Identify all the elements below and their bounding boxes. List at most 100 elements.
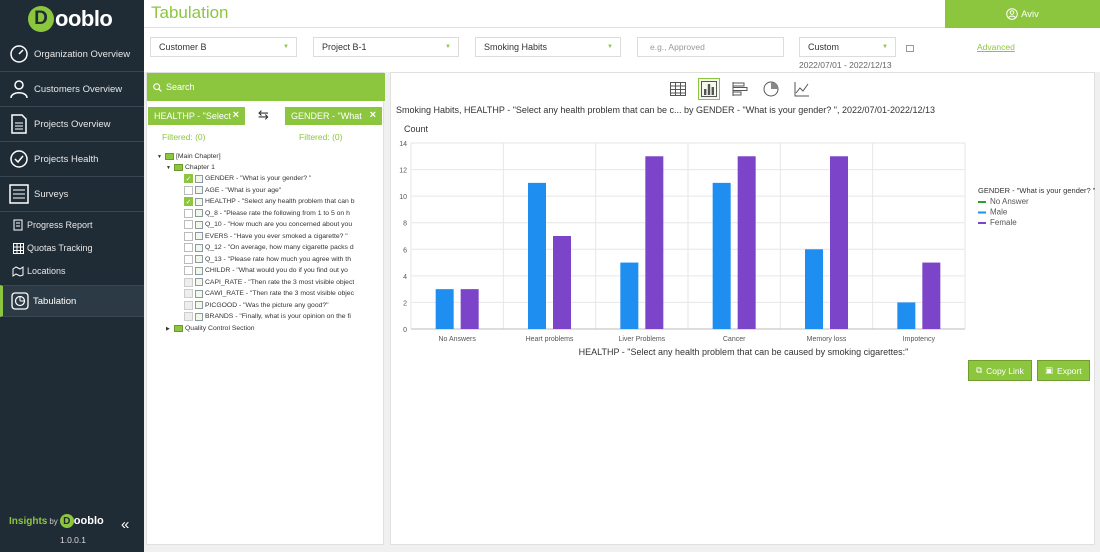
- close-icon[interactable]: ×: [369, 109, 376, 121]
- question-checkbox[interactable]: [184, 312, 193, 321]
- question-label: BRANDS - "Finally, what is your opinion …: [205, 313, 351, 320]
- column-variable-chip[interactable]: GENDER - "What ×: [285, 107, 382, 125]
- tree-question-item[interactable]: EVERS - "Have you ever smoked a cigarett…: [184, 231, 348, 242]
- customer-select[interactable]: Customer B ▼: [150, 37, 297, 57]
- chart-title: Smoking Habits, HEALTHP - "Select any he…: [396, 105, 936, 115]
- footer-logo-text: ooblo: [73, 515, 104, 527]
- bar-male[interactable]: [435, 289, 454, 329]
- chevron-down-icon: ▼: [607, 44, 613, 50]
- row-variable-chip[interactable]: HEALTHP - "Select ×: [148, 107, 245, 125]
- filter-bar: Customer B ▼ Project B-1 ▼ Smoking Habit…: [144, 28, 1100, 72]
- advanced-link[interactable]: Advanced: [977, 42, 1015, 52]
- bar-female[interactable]: [830, 156, 848, 329]
- question-checkbox[interactable]: [184, 231, 193, 241]
- project-select[interactable]: Project B-1 ▼: [313, 37, 459, 57]
- sidebar-item-projects-health[interactable]: Projects Health: [0, 142, 144, 177]
- question-checkbox[interactable]: [184, 266, 193, 275]
- line-chart-view-button[interactable]: [791, 78, 813, 100]
- legend-entry[interactable]: Male: [990, 208, 1008, 217]
- pie-chart-view-button[interactable]: [760, 78, 782, 100]
- status-filter-input[interactable]: e.g., Approved: [637, 37, 784, 57]
- user-menu-button[interactable]: Aviv: [945, 0, 1100, 28]
- grid-icon: [12, 242, 24, 254]
- legend-entry[interactable]: No Answer: [990, 197, 1029, 206]
- expand-caret-icon[interactable]: ▼: [166, 164, 171, 171]
- sidebar-item-organization-overview[interactable]: Organization Overview: [0, 37, 144, 72]
- tree-question-item[interactable]: CAPI_RATE - "Then rate the 3 most visibl…: [184, 277, 354, 288]
- legend-swatch: [978, 201, 986, 203]
- export-button[interactable]: ▣ Export: [1037, 360, 1090, 381]
- row-filtered-count: Filtered: (0): [162, 132, 206, 142]
- question-checkbox[interactable]: ✓: [184, 197, 193, 206]
- question-checkbox[interactable]: [184, 254, 193, 264]
- tree-question-item[interactable]: PICGOOD - "Was the picture any good?": [184, 300, 329, 311]
- tree-node-main-chapter[interactable]: ▼ [Main Chapter]: [157, 151, 221, 162]
- period-select[interactable]: Custom ▼: [799, 37, 896, 57]
- sidebar-item-locations[interactable]: Locations: [0, 260, 144, 282]
- bar-female[interactable]: [460, 289, 479, 329]
- calendar-icon[interactable]: [906, 45, 914, 52]
- sidebar-item-customers-overview[interactable]: Customers Overview: [0, 72, 144, 107]
- legend-swatch: [978, 211, 986, 214]
- bar-female[interactable]: [645, 156, 664, 329]
- tree-node-quality-control[interactable]: ▶ Quality Control Section: [166, 323, 255, 334]
- tree-question-item[interactable]: BRANDS - "Finally, what is your opinion …: [184, 311, 351, 322]
- bar-female[interactable]: [553, 236, 571, 329]
- bar-male[interactable]: [712, 182, 731, 329]
- legend-entry[interactable]: Female: [990, 218, 1017, 227]
- tree-question-item[interactable]: Q_12 - "On average, how many cigarette p…: [184, 242, 354, 253]
- sidebar-item-progress-report[interactable]: Progress Report: [0, 214, 144, 236]
- question-checkbox[interactable]: ✓: [184, 174, 193, 183]
- search-bar[interactable]: Search: [147, 73, 385, 101]
- bar-male[interactable]: [528, 182, 546, 329]
- expand-caret-icon[interactable]: ▶: [166, 325, 170, 332]
- tree-question-item[interactable]: AGE - "What is your age": [184, 185, 281, 196]
- table-view-button[interactable]: [667, 78, 689, 100]
- chart-panel: Smoking Habits, HEALTHP - "Select any he…: [390, 72, 1095, 545]
- sidebar-item-label: Surveys: [34, 188, 69, 200]
- tree-node-chapter-1[interactable]: ▼ Chapter 1: [166, 162, 215, 173]
- tree-question-item[interactable]: ✓ HEALTHP - "Select any health problem th…: [184, 196, 355, 207]
- sidebar-item-surveys[interactable]: Surveys: [0, 177, 144, 212]
- copy-link-button[interactable]: ⧉ Copy Link: [968, 360, 1032, 381]
- question-checkbox[interactable]: [184, 220, 193, 229]
- question-checkbox[interactable]: [184, 208, 193, 218]
- tree-question-item[interactable]: Q_8 - "Please rate the following from 1 …: [184, 208, 350, 219]
- question-checkbox[interactable]: [184, 300, 193, 310]
- sidebar: D ooblo Organization Overview Customers …: [0, 0, 144, 552]
- horizontal-bar-view-button[interactable]: [729, 78, 751, 100]
- survey-select[interactable]: Smoking Habits ▼: [475, 37, 621, 57]
- close-icon[interactable]: ×: [232, 109, 239, 121]
- question-label: CAWI_RATE - "Then rate the 3 most visibl…: [205, 290, 354, 297]
- tree-question-item[interactable]: Q_13 - "Please rate how much you agree w…: [184, 254, 351, 265]
- document-icon: [8, 113, 30, 135]
- tree-question-item[interactable]: CHILDR - "What would you do if you find …: [184, 265, 348, 276]
- question-checkbox[interactable]: [184, 243, 193, 252]
- collapse-sidebar-icon[interactable]: «: [121, 516, 130, 533]
- top-bar: Tabulation Aviv: [144, 0, 1100, 28]
- sidebar-item-projects-overview[interactable]: Projects Overview: [0, 107, 144, 142]
- dooblo-logo[interactable]: D ooblo: [28, 4, 113, 34]
- bar-male[interactable]: [620, 262, 639, 329]
- sidebar-item-label: Organization Overview: [34, 48, 131, 60]
- folder-icon: [174, 164, 183, 171]
- sidebar-item-label: Customers Overview: [34, 83, 123, 95]
- expand-caret-icon[interactable]: ▼: [157, 153, 162, 160]
- question-checkbox[interactable]: [184, 185, 193, 195]
- tree-question-item[interactable]: ✓ GENDER - "What is your gender? ": [184, 173, 311, 184]
- tree-question-item[interactable]: CAWI_RATE - "Then rate the 3 most visibl…: [184, 288, 354, 299]
- pie-chart-icon: [763, 81, 779, 97]
- bar-female[interactable]: [737, 156, 756, 329]
- swap-axes-icon[interactable]: ⇆: [258, 107, 269, 122]
- bar-male[interactable]: [897, 302, 916, 329]
- page-title: Tabulation: [151, 3, 229, 22]
- tree-question-item[interactable]: Q_10 - "How much are you concerned about…: [184, 219, 352, 230]
- question-checkbox[interactable]: [184, 289, 193, 298]
- sidebar-item-label: Projects Overview: [34, 118, 111, 130]
- sidebar-item-quotas-tracking[interactable]: Quotas Tracking: [0, 237, 144, 259]
- bar-male[interactable]: [805, 249, 823, 329]
- bar-female[interactable]: [922, 262, 941, 329]
- sidebar-item-tabulation[interactable]: Tabulation: [0, 285, 144, 317]
- bar-chart-view-button[interactable]: [698, 78, 720, 100]
- question-checkbox[interactable]: [184, 277, 193, 287]
